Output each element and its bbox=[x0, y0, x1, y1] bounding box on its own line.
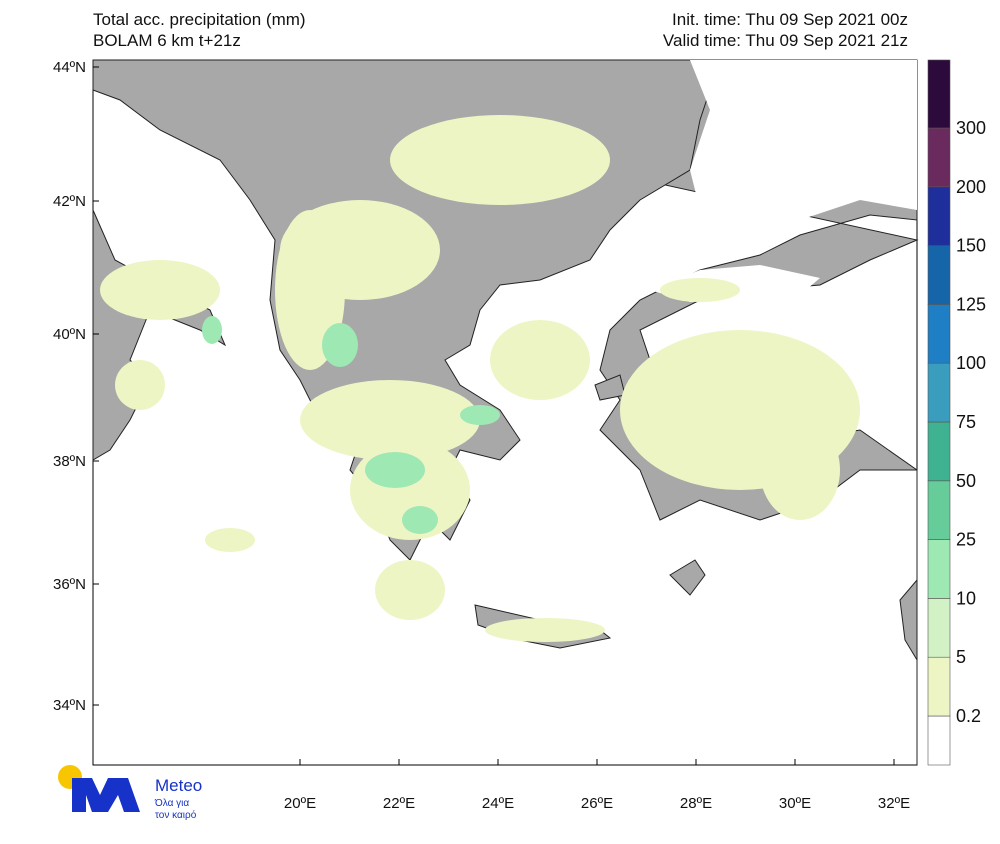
colorbar-box bbox=[927, 127, 951, 188]
colorbar-box bbox=[927, 421, 951, 482]
lon-label: 28ºE bbox=[680, 795, 712, 812]
colorbar-box bbox=[927, 656, 951, 717]
map: 44ºN 42ºN 40ºN 38ºN 36ºN 34ºN 20ºE 22ºE 24ºE 26º… bbox=[53, 59, 919, 812]
lon-label: 24ºE bbox=[482, 795, 514, 812]
logo-tagline: τον καιρό bbox=[155, 809, 197, 821]
colorbar-label: 300 bbox=[956, 118, 986, 138]
lon-labels: 20ºE 22ºE 24ºE 26ºE 28ºE 30ºE 32ºE bbox=[284, 759, 910, 812]
lat-label: 42ºN bbox=[53, 193, 86, 210]
init-time: Init. time: Thu 09 Sep 2021 00z bbox=[672, 10, 908, 29]
colorbar-box bbox=[927, 245, 951, 305]
colorbar-box bbox=[927, 539, 951, 599]
colorbar-box bbox=[927, 59, 951, 129]
black-sea bbox=[690, 60, 917, 230]
lat-label: 44ºN bbox=[53, 59, 86, 76]
lon-label: 22ºE bbox=[383, 795, 415, 812]
logo-name: Meteo bbox=[155, 776, 202, 795]
lon-label: 26ºE bbox=[581, 795, 613, 812]
lat-label: 36ºN bbox=[53, 576, 86, 593]
lat-labels: 44ºN 42ºN 40ºN 38ºN 36ºN 34ºN bbox=[53, 59, 99, 714]
rhodes bbox=[669, 559, 706, 596]
colorbar: 0.2 5 10 25 50 75 100 125 150 200 300 bbox=[927, 59, 986, 766]
colorbar-label: 5 bbox=[956, 647, 966, 667]
colorbar-box bbox=[927, 304, 951, 364]
colorbar-label: 0.2 bbox=[956, 706, 981, 726]
logo: Meteo Όλα για τον καιρό bbox=[58, 765, 202, 821]
lat-label: 38ºN bbox=[53, 453, 86, 470]
colorbar-box bbox=[927, 715, 951, 766]
title: Total acc. precipitation (mm) bbox=[93, 10, 306, 29]
lat-label: 34ºN bbox=[53, 697, 86, 714]
logo-tagline: Όλα για bbox=[154, 798, 189, 809]
colorbar-label: 100 bbox=[956, 353, 986, 373]
colorbar-box bbox=[927, 362, 951, 423]
colorbar-label: 150 bbox=[956, 236, 986, 256]
colorbar-label: 75 bbox=[956, 412, 976, 432]
colorbar-label: 200 bbox=[956, 177, 986, 197]
lon-label: 20ºE bbox=[284, 795, 316, 812]
valid-time: Valid time: Thu 09 Sep 2021 21z bbox=[663, 31, 908, 50]
colorbar-box bbox=[927, 598, 951, 658]
subtitle: BOLAM 6 km t+21z bbox=[93, 31, 241, 50]
colorbar-label: 10 bbox=[956, 588, 976, 608]
colorbar-label: 50 bbox=[956, 471, 976, 491]
colorbar-box bbox=[927, 480, 951, 540]
colorbar-label: 125 bbox=[956, 294, 986, 314]
logo-mark bbox=[72, 778, 140, 812]
colorbar-label: 25 bbox=[956, 530, 976, 550]
precipitation-heavy bbox=[202, 316, 500, 534]
lat-label: 40ºN bbox=[53, 326, 86, 343]
lon-label: 30ºE bbox=[779, 795, 811, 812]
lon-label: 32ºE bbox=[878, 795, 910, 812]
colorbar-box bbox=[927, 186, 951, 246]
